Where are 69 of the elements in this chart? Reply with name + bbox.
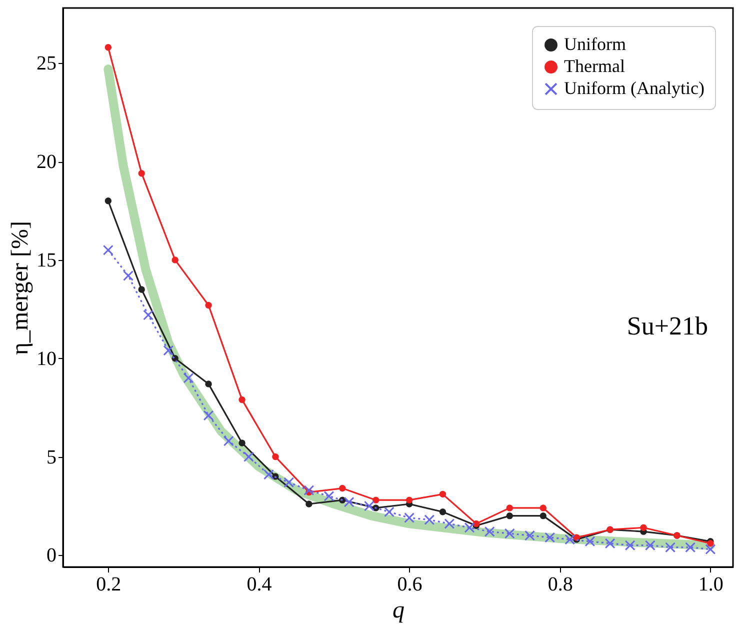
point [238, 396, 246, 404]
point [705, 544, 716, 555]
point [104, 198, 112, 204]
x-tick-label: 0.8 [548, 574, 573, 596]
point [238, 440, 246, 446]
point [143, 310, 154, 320]
point [424, 514, 435, 525]
point [205, 302, 212, 309]
y-tick-label: 15 [36, 249, 56, 272]
point [444, 518, 455, 529]
point [584, 536, 596, 547]
x-tick-label: 0.2 [96, 574, 122, 596]
point [404, 512, 415, 524]
point [138, 286, 145, 293]
point [183, 372, 194, 384]
point [123, 270, 134, 281]
point [384, 506, 394, 518]
legend-label: Uniform (Analytic) [564, 78, 704, 98]
point [203, 410, 214, 421]
point [464, 522, 475, 533]
point [138, 170, 145, 177]
point [339, 484, 346, 492]
point [504, 528, 515, 539]
point [364, 500, 374, 512]
x-tick-label: 0.6 [397, 574, 422, 596]
point [640, 524, 647, 531]
point [506, 512, 513, 520]
point [540, 512, 546, 520]
point [344, 496, 354, 508]
point [439, 490, 446, 498]
point [604, 538, 616, 549]
point [439, 508, 446, 516]
point [544, 532, 556, 543]
point [264, 469, 274, 480]
point [524, 530, 535, 541]
point [324, 490, 334, 502]
x-tick-label: 1.0 [698, 574, 724, 596]
point [243, 452, 254, 462]
point [104, 44, 112, 51]
point [540, 504, 546, 512]
x-tick-label: 0.4 [246, 574, 272, 596]
y-tick-label: 0 [46, 544, 56, 567]
x-axis-title: q [392, 598, 404, 624]
point [172, 256, 178, 264]
point [564, 534, 576, 545]
y-tick-label: 10 [36, 348, 56, 370]
point [644, 540, 656, 551]
point [223, 436, 234, 446]
point [272, 453, 279, 460]
point [665, 542, 676, 553]
y-tick-label: 25 [36, 52, 56, 75]
point [306, 500, 312, 508]
y-tick-label: 5 [46, 446, 56, 468]
point [484, 526, 495, 537]
point [284, 477, 294, 488]
legend-label: Thermal [564, 56, 625, 76]
point [102, 244, 114, 256]
y-tick-label: 20 [36, 151, 56, 174]
point [506, 504, 513, 512]
point [624, 540, 636, 551]
point [163, 345, 174, 356]
point [304, 485, 314, 496]
point [406, 496, 413, 504]
y-axis-title: η_merger [%] [8, 220, 34, 356]
point [205, 380, 212, 388]
point [685, 542, 696, 553]
annotation: Su+21b [626, 312, 708, 341]
legend-label: Uniform [564, 34, 626, 54]
point [372, 496, 380, 504]
